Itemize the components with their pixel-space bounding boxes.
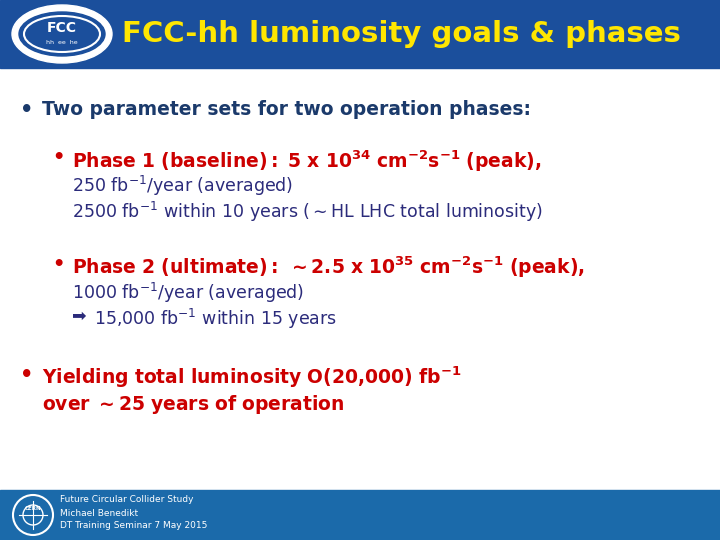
Text: $\mathregular{1000\ fb^{-1}/year\ (averaged)}$: $\mathregular{1000\ fb^{-1}/year\ (avera… xyxy=(72,281,304,305)
Text: •: • xyxy=(20,365,33,385)
Text: Two parameter sets for two operation phases:: Two parameter sets for two operation pha… xyxy=(42,100,531,119)
Text: $\mathbf{Yielding\ total\ luminosity\ O(20{,}000)\ fb^{-1}}$: $\mathbf{Yielding\ total\ luminosity\ O(… xyxy=(42,365,462,390)
Text: •: • xyxy=(52,148,64,167)
Text: Future Circular Collider Study: Future Circular Collider Study xyxy=(60,496,194,504)
Text: CERN: CERN xyxy=(24,507,41,511)
Text: FCC: FCC xyxy=(47,21,77,35)
Text: ➡: ➡ xyxy=(72,307,86,325)
Text: $\mathregular{250\ fb^{-1}/year\ (averaged)}$: $\mathregular{250\ fb^{-1}/year\ (averag… xyxy=(72,174,293,198)
Bar xyxy=(0,0,720,68)
Text: DT Training Seminar 7 May 2015: DT Training Seminar 7 May 2015 xyxy=(60,522,207,530)
Text: hh  ee  he: hh ee he xyxy=(46,39,78,44)
Text: $\mathbf{Phase\ 2\ (ultimate):\ \sim 2.5\ x\ 10^{35}\ cm^{-2}s^{-1}\ (peak),}$: $\mathbf{Phase\ 2\ (ultimate):\ \sim 2.5… xyxy=(72,255,585,280)
Text: •: • xyxy=(20,100,33,120)
Text: FCC-hh luminosity goals & phases: FCC-hh luminosity goals & phases xyxy=(122,20,681,48)
Text: $\mathbf{over\ \sim 25\ years\ of\ operation}$: $\mathbf{over\ \sim 25\ years\ of\ opera… xyxy=(42,393,345,416)
Text: •: • xyxy=(52,255,64,274)
Ellipse shape xyxy=(12,5,112,63)
Text: Michael Benedikt: Michael Benedikt xyxy=(60,509,138,517)
Bar xyxy=(0,490,720,540)
Text: $\mathregular{15{,}000\ fb^{-1}\ within\ 15\ years}$: $\mathregular{15{,}000\ fb^{-1}\ within\… xyxy=(94,307,337,331)
Text: $\mathbf{Phase\ 1\ (baseline):\ 5\ x\ 10^{34}\ cm^{-2}s^{-1}\ (peak),}$: $\mathbf{Phase\ 1\ (baseline):\ 5\ x\ 10… xyxy=(72,148,541,173)
Ellipse shape xyxy=(19,12,105,56)
Text: $\mathregular{2500\ fb^{-1}\ within\ 10\ years\ (\sim HL\ LHC\ total\ luminosity: $\mathregular{2500\ fb^{-1}\ within\ 10\… xyxy=(72,200,543,224)
